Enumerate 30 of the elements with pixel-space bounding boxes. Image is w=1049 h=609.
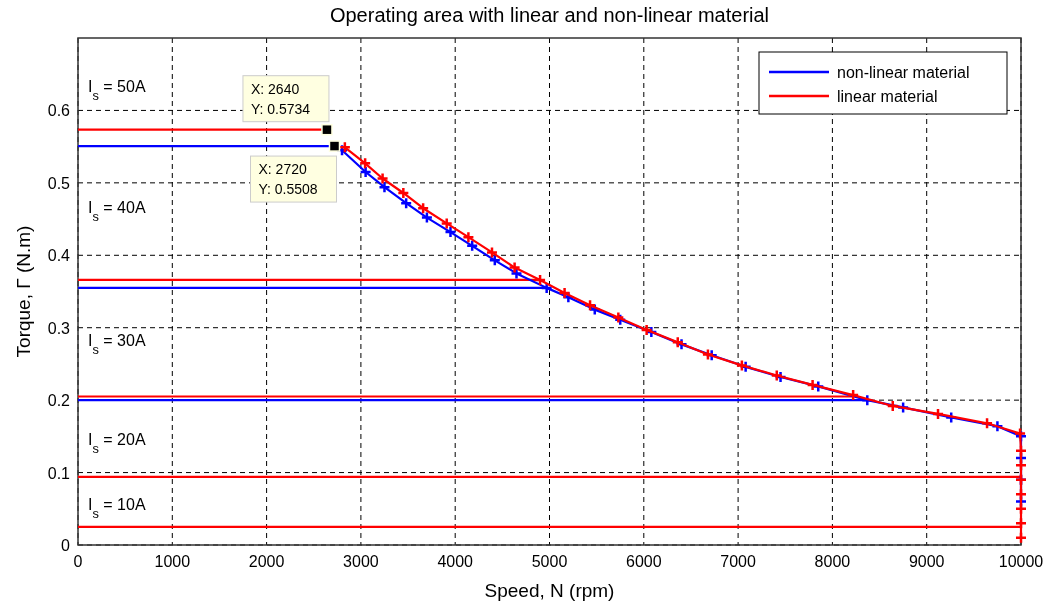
x-tick-label: 5000 [531,553,568,570]
y-tick-label: 0.4 [47,247,71,265]
x-axis-title: Speed, N (rpm) [484,580,615,601]
y-tick-label: 0.2 [47,392,71,410]
annotation: I$_{s}$ = 50A [88,77,146,103]
x-tick-label: 6000 [626,553,662,570]
y-tick-label: 0 [61,537,71,554]
annotation: X: 2720 Y: 0.5508 [258,161,318,198]
legend-label: linear material [837,88,938,105]
x-tick-label: 4000 [437,553,474,570]
annotation: X: 2640 Y: 0.5734 [250,80,311,117]
x-tick-label: 3000 [343,553,379,570]
chart-title: Operating area with linear and non-linear material [329,4,770,26]
annotation: I$_{s}$ = 30A [88,332,146,357]
annotation: I$_{s}$ = 40A [88,198,146,224]
y-axis-title: Torque, Γ (N.m) [13,225,34,358]
annotation: I$_{s}$ = 20A [88,430,146,456]
x-tick-label: 7000 [720,553,756,570]
x-tick-label: 1000 [154,553,191,570]
x-tick-label: 9000 [908,553,945,570]
legend-label: non-linear material [837,64,970,81]
x-tick-label: 8000 [814,553,851,570]
y-tick-label: 0.5 [47,174,71,192]
x-tick-label: 2000 [248,553,285,570]
x-tick-label: 10000 [998,553,1044,570]
annotation: I$_{s}$ = 10A [88,495,146,521]
x-tick-label: 0 [73,553,83,570]
y-tick-label: 0.6 [47,102,71,120]
y-tick-label: 0.1 [47,464,71,482]
y-tick-label: 0.3 [47,319,71,337]
